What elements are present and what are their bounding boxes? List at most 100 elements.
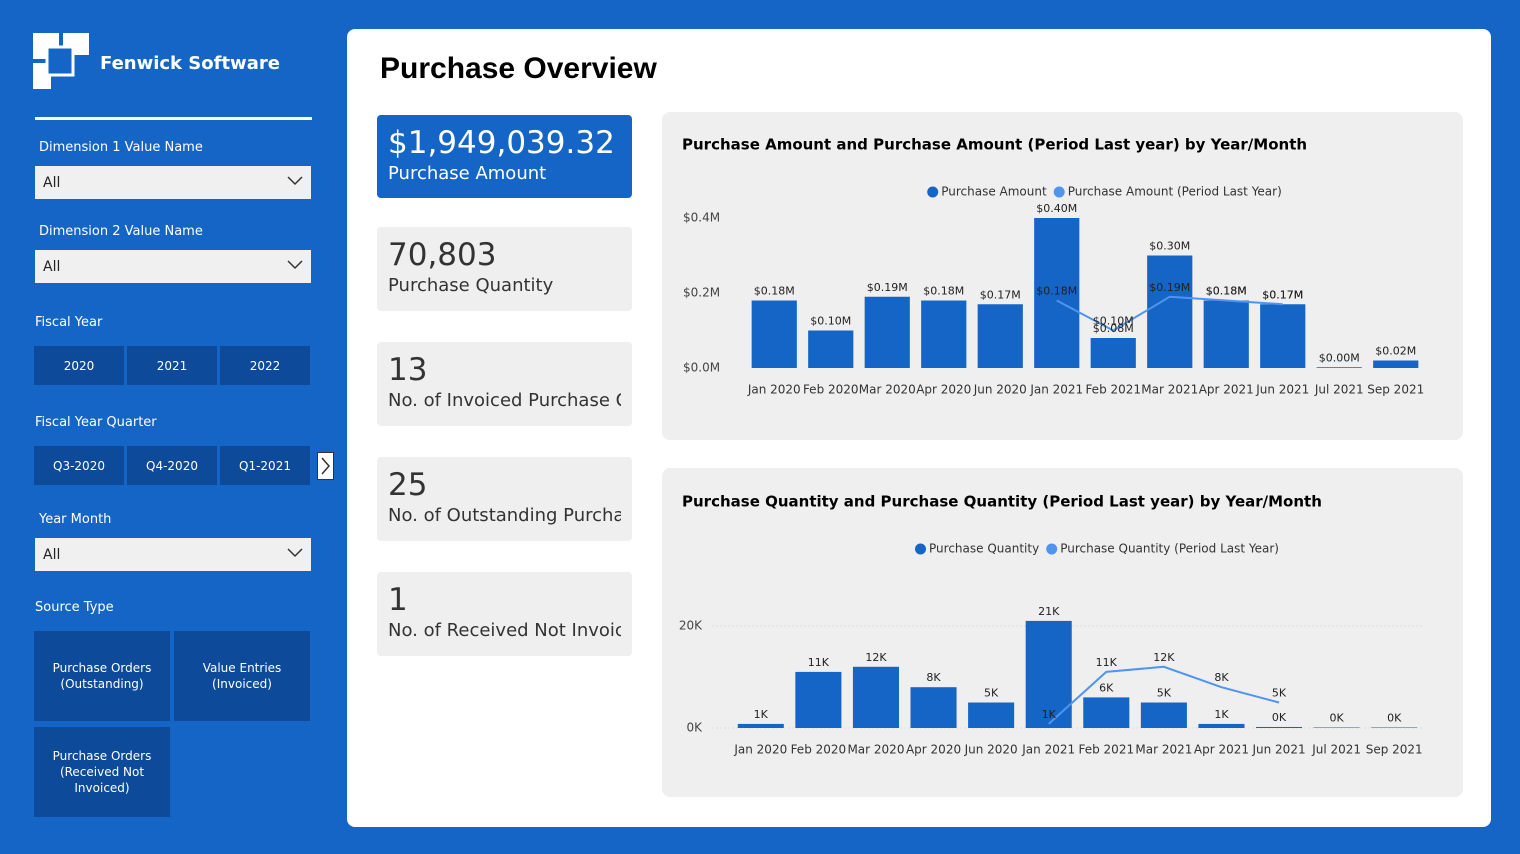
data-label: $0.17M — [980, 288, 1021, 301]
legend-marker — [1053, 186, 1065, 198]
bar — [921, 300, 967, 368]
dropdown[interactable]: All — [35, 166, 311, 199]
bar — [1256, 726, 1303, 728]
data-label: $0.08M — [1093, 322, 1134, 335]
filter-label: Year Month — [39, 512, 112, 527]
dropdown[interactable]: All — [35, 538, 311, 571]
data-label: $0.02M — [1375, 345, 1416, 358]
y-tick-label: 20K — [679, 619, 703, 633]
kpi-label: Purchase Quantity — [388, 275, 554, 296]
data-label: $0.10M — [810, 315, 851, 328]
data-label: 11K — [808, 656, 830, 669]
bar — [751, 300, 797, 368]
data-label: $0.00M — [1319, 351, 1360, 364]
data-label: $0.30M — [1149, 240, 1190, 253]
x-tick-label: Mar 2020 — [847, 743, 904, 757]
kpi-label: No. of Invoiced Purchase Or… — [388, 390, 621, 411]
data-label: 6K — [1099, 681, 1114, 694]
data-label: $0.19M — [1149, 281, 1190, 294]
x-tick-label: Apr 2020 — [906, 743, 961, 757]
x-tick-label: Mar 2021 — [1141, 383, 1198, 397]
bar — [795, 671, 842, 728]
logo — [33, 33, 89, 89]
x-tick-label: Sep 2021 — [1367, 383, 1424, 397]
y-tick-label: $0.0M — [683, 361, 720, 375]
chart: Purchase Quantity and Purchase Quantity … — [662, 468, 1463, 797]
slicer-button[interactable]: Q1-2021 — [220, 446, 310, 485]
kpi-value: 1 — [388, 582, 408, 618]
legend-label: Purchase Amount — [941, 185, 1047, 199]
legend-label: Purchase Quantity (Period Last Year) — [1060, 542, 1279, 556]
slicer-tile[interactable]: Purchase Orders (Received Not Invoiced) — [34, 727, 170, 817]
divider — [35, 117, 312, 120]
kpi-value: 13 — [388, 352, 428, 388]
bar — [1090, 338, 1136, 368]
slicer-tile[interactable]: Value Entries (Invoiced) — [174, 631, 310, 721]
data-label: $0.17M — [1262, 288, 1303, 301]
line — [1056, 295, 1283, 332]
bar — [1371, 727, 1418, 728]
data-label: 5K — [984, 687, 999, 700]
kpi-card: 70,803 Purchase Quantity — [377, 227, 632, 311]
chart: Purchase Amount and Purchase Amount (Per… — [662, 112, 1463, 440]
data-label: 1K — [1214, 708, 1229, 721]
x-tick-label: Jul 2021 — [1311, 743, 1361, 757]
bar — [1198, 723, 1245, 728]
kpi-label: No. of Received Not Invoice… — [388, 620, 621, 641]
scroll-arrow[interactable] — [317, 452, 334, 480]
x-tick-label: Feb 2020 — [803, 383, 859, 397]
data-label: $0.18M — [1206, 285, 1247, 298]
chart-title: Purchase Quantity and Purchase Quantity … — [682, 493, 1322, 511]
slicer-button[interactable]: Q3-2020 — [34, 446, 124, 485]
slicer-button[interactable]: 2020 — [34, 346, 124, 385]
kpi-card: $1,949,039.32 Purchase Amount — [377, 115, 632, 198]
data-label: $0.19M — [867, 281, 908, 294]
legend-marker — [915, 543, 927, 555]
dropdown-value: All — [43, 175, 61, 191]
legend-label: Purchase Quantity — [929, 542, 1039, 556]
data-label: $0.18M — [1036, 285, 1077, 298]
data-label: 1K — [754, 708, 769, 721]
slicer-button[interactable]: 2021 — [127, 346, 217, 385]
chart-title: Purchase Amount and Purchase Amount (Per… — [682, 136, 1307, 154]
x-tick-label: Sep 2021 — [1366, 743, 1423, 757]
x-tick-label: Mar 2020 — [859, 383, 916, 397]
x-tick-label: Jul 2021 — [1314, 383, 1364, 397]
data-label: 0K — [1330, 711, 1345, 724]
filter-label: Fiscal Year — [35, 315, 103, 330]
filter-label: Source Type — [35, 600, 114, 615]
legend-marker — [927, 186, 939, 198]
x-tick-label: Apr 2020 — [916, 383, 971, 397]
kpi-card: 1No. of Received Not Invoice… — [377, 572, 632, 656]
slicer-tile[interactable]: Purchase Orders (Outstanding) — [34, 631, 170, 721]
bar — [1147, 255, 1193, 368]
kpi-label: No. of Outstanding Purchas… — [388, 505, 621, 526]
data-label: $0.10M — [1093, 315, 1134, 328]
bar — [808, 330, 854, 368]
bar — [968, 702, 1015, 728]
filter-label: Dimension 1 Value Name — [39, 140, 203, 155]
page-title: Purchase Overview — [380, 52, 657, 85]
dropdown-value: All — [43, 547, 61, 563]
slicer-button[interactable]: Q4-2020 — [127, 446, 217, 485]
slicer-button[interactable]: 2022 — [220, 346, 310, 385]
x-tick-label: Jun 2020 — [973, 383, 1027, 397]
y-tick-label: $0.2M — [683, 286, 720, 300]
filter-label: Dimension 2 Value Name — [39, 224, 203, 239]
x-tick-label: Jun 2021 — [1255, 383, 1309, 397]
x-tick-label: Jan 2020 — [747, 383, 801, 397]
brand: Fenwick Software — [100, 53, 280, 74]
bar — [1316, 367, 1362, 368]
bar — [1203, 300, 1249, 368]
kpi-value: 25 — [388, 467, 428, 503]
data-label: 8K — [1214, 671, 1229, 684]
kpi-value: $1,949,039.32 — [388, 125, 615, 161]
dropdown[interactable]: All — [35, 250, 311, 283]
x-tick-label: Feb 2021 — [1078, 743, 1134, 757]
bar — [910, 687, 957, 728]
x-tick-label: Feb 2020 — [791, 743, 847, 757]
x-tick-label: Mar 2021 — [1135, 743, 1192, 757]
